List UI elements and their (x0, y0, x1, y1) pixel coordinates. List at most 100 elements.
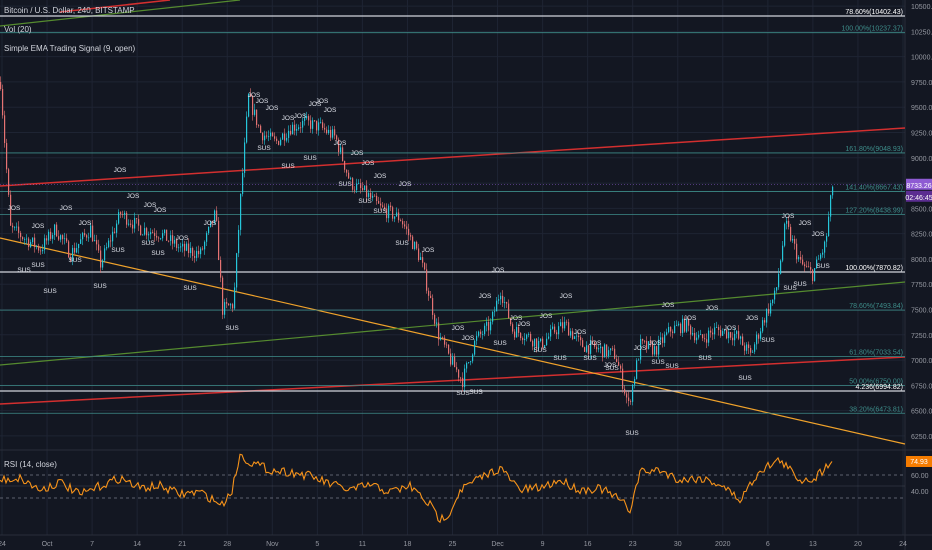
candle-body (310, 120, 312, 129)
candle-body (682, 318, 684, 334)
symbol-legend[interactable]: Bitcoin / U.S. Dollar, 240, BITSTAMP (4, 6, 139, 15)
candle-body (308, 116, 310, 121)
jos-signal-label: JOS (176, 235, 189, 242)
fib-level-label: 141.40%(8667.43) (845, 184, 903, 191)
candle-body (646, 340, 648, 349)
time-tick-label: 14 (133, 541, 141, 548)
candle-body (822, 252, 824, 255)
candle-body (696, 337, 698, 341)
candle-body (482, 334, 484, 335)
sus-signal-label: SUS (605, 365, 619, 372)
candle-body (156, 235, 158, 238)
candle-body (64, 238, 66, 240)
candlesticks[interactable] (0, 76, 834, 407)
candle-body (150, 232, 152, 235)
rsi-pane[interactable]: 60.00 40.00 74.93 (0, 453, 932, 524)
candle-body (22, 237, 24, 240)
candle-body (388, 205, 390, 219)
candle-body (522, 337, 524, 341)
candle-body (700, 334, 702, 336)
candle-body (192, 247, 194, 256)
candle-body (10, 194, 12, 226)
volume-legend[interactable]: Vol (20) (4, 25, 36, 34)
candle-body (466, 363, 468, 369)
candle-body (384, 206, 386, 209)
candle-body (576, 335, 578, 337)
candle-body (214, 210, 216, 223)
candle-body (146, 228, 148, 236)
time-tick-label: 6 (766, 541, 770, 548)
jos-signal-label: JOS (114, 167, 127, 174)
candle-body (730, 332, 732, 338)
candle-body (176, 239, 178, 248)
candle-body (124, 212, 126, 215)
candle-body (364, 185, 366, 191)
candle-body (738, 331, 740, 339)
candle-body (766, 308, 768, 323)
candle-body (4, 115, 6, 144)
candle-body (724, 329, 726, 332)
candle-body (154, 233, 156, 236)
candle-body (16, 226, 18, 228)
candle-body (2, 89, 4, 116)
candle-body (632, 384, 634, 402)
sus-signal-label: SUS (225, 325, 239, 332)
candle-body (564, 321, 566, 329)
candle-body (686, 319, 688, 332)
candle-body (514, 331, 516, 338)
indicator-legend[interactable]: Simple EMA Trading Signal (9, open) (4, 44, 139, 53)
jos-signal-label: JOS (510, 315, 523, 322)
candle-body (32, 237, 34, 242)
rsi-legend[interactable]: RSI (14, close) (4, 460, 57, 469)
candle-body (92, 225, 94, 242)
candle-body (178, 247, 180, 249)
candle-body (814, 268, 816, 281)
price-tick-label: 10250.00 (911, 29, 932, 36)
time-axis[interactable]: 24 Oct 7 14 21 28 Nov 5 11 18 25 Dec 9 16 23 30 2020 6 13 2… (0, 541, 907, 548)
jos-signal-label: JOS (422, 247, 435, 254)
candle-body (506, 302, 508, 304)
candle-body (802, 259, 804, 265)
candle-body (370, 193, 372, 198)
jos-signal-label: JOS (540, 313, 553, 320)
price-axis[interactable]: 10500.00 10250.00 10000.00 9750.00 9500.00 92… (0, 4, 932, 441)
time-tick-label: 7 (90, 541, 94, 548)
red-trendline-top (59, 0, 171, 13)
candle-body (712, 332, 714, 335)
candle-body (744, 345, 746, 351)
price-tick-label: 9500.00 (911, 105, 932, 112)
fib-level-label: 38.20%(6473.81) (849, 406, 903, 413)
candle-body (752, 351, 754, 353)
jos-signal-label: JOS (266, 105, 279, 112)
sus-signal-label: SUS (31, 262, 45, 269)
candle-body (312, 120, 314, 129)
candle-body (448, 344, 450, 354)
candle-body (718, 327, 720, 330)
candle-body (340, 147, 342, 153)
jos-signal-label: JOS (154, 207, 167, 214)
candle-body (258, 124, 260, 126)
candle-body (278, 140, 280, 145)
candle-body (72, 247, 74, 261)
fib-level-label: 61.80%(7033.54) (849, 350, 903, 357)
candle-body (400, 220, 402, 222)
candle-body (560, 322, 562, 327)
jos-signal-label: JOS (452, 325, 465, 332)
candle-body (380, 203, 382, 206)
candle-body (386, 208, 388, 219)
candle-body (100, 250, 102, 268)
candle-body (490, 321, 492, 331)
candle-body (112, 231, 114, 242)
candle-body (126, 212, 128, 225)
candle-body (210, 220, 212, 227)
candle-body (778, 273, 780, 288)
jos-signal-label: JOS (316, 98, 329, 105)
candle-body (74, 247, 76, 253)
candle-body (510, 318, 512, 325)
candle-body (794, 238, 796, 244)
candle-body (592, 340, 594, 342)
rsi-line (0, 453, 833, 524)
candle-body (474, 340, 476, 355)
price-tick-label: 10000.00 (911, 55, 932, 62)
